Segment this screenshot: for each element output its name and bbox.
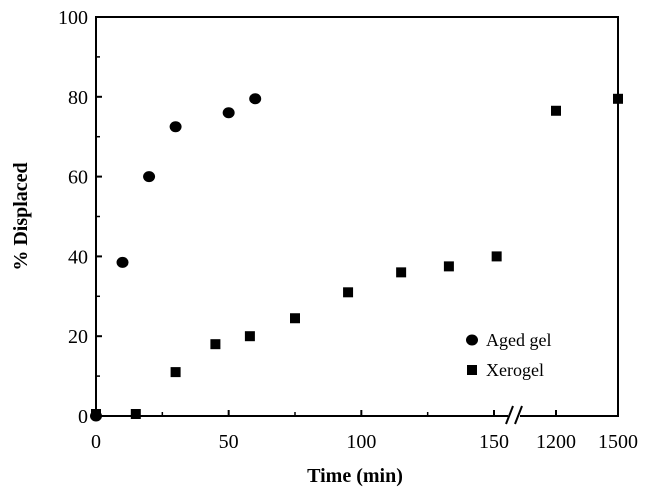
xerogel-point <box>396 267 407 278</box>
aged-gel-point <box>222 107 235 119</box>
x-tick-label: 150 <box>479 431 509 453</box>
y-tick-label: 80 <box>68 87 88 109</box>
y-tick-label: 100 <box>58 7 88 29</box>
y-axis-title: % Displaced <box>10 162 32 270</box>
xerogel-point <box>613 93 623 104</box>
legend-aged-gel-marker <box>466 334 478 346</box>
y-tick-label: 20 <box>68 326 88 348</box>
y-tick-label: 0 <box>78 406 88 428</box>
y-tick-label: 60 <box>68 167 88 189</box>
legend-xerogel-label: Xerogel <box>486 360 544 380</box>
x-axis-title: Time (min) <box>307 465 403 487</box>
break-slash <box>505 405 514 425</box>
x-tick-label: 50 <box>219 431 239 453</box>
aged-gel-point <box>116 256 129 268</box>
plot-border <box>95 16 619 417</box>
xerogel-point <box>551 105 561 116</box>
xerogel-point <box>244 331 255 342</box>
xerogel-point <box>91 409 101 420</box>
aged-gel-point <box>249 93 262 105</box>
x-axis: 0 50 100 150 1200 1500 <box>91 410 638 453</box>
plot-frame <box>95 16 619 417</box>
break-slash <box>514 405 523 425</box>
x-tick-label: 1200 <box>536 431 576 453</box>
x-tick-label: 100 <box>346 431 376 453</box>
aged-gel-point <box>169 121 182 133</box>
legend-aged-gel-label: Aged gel <box>486 330 551 350</box>
legend: Aged gel Xerogel <box>466 330 551 380</box>
xerogel-point <box>210 339 221 350</box>
x-tick-label: 0 <box>91 431 101 453</box>
xerogel-point <box>130 409 141 420</box>
legend-xerogel-marker <box>467 365 477 375</box>
xerogel-point <box>170 367 181 378</box>
y-axis: 0 20 40 60 80 100 <box>58 7 102 428</box>
aged-gel-point <box>143 171 156 183</box>
axis-break-mark <box>505 404 523 428</box>
data-points <box>90 93 623 422</box>
xerogel-point <box>443 261 454 272</box>
xerogel-point <box>343 287 354 298</box>
x-tick-label: 1500 <box>598 431 638 453</box>
xerogel-point <box>290 313 300 324</box>
xerogel-point <box>491 251 502 262</box>
y-tick-label: 40 <box>68 246 88 268</box>
